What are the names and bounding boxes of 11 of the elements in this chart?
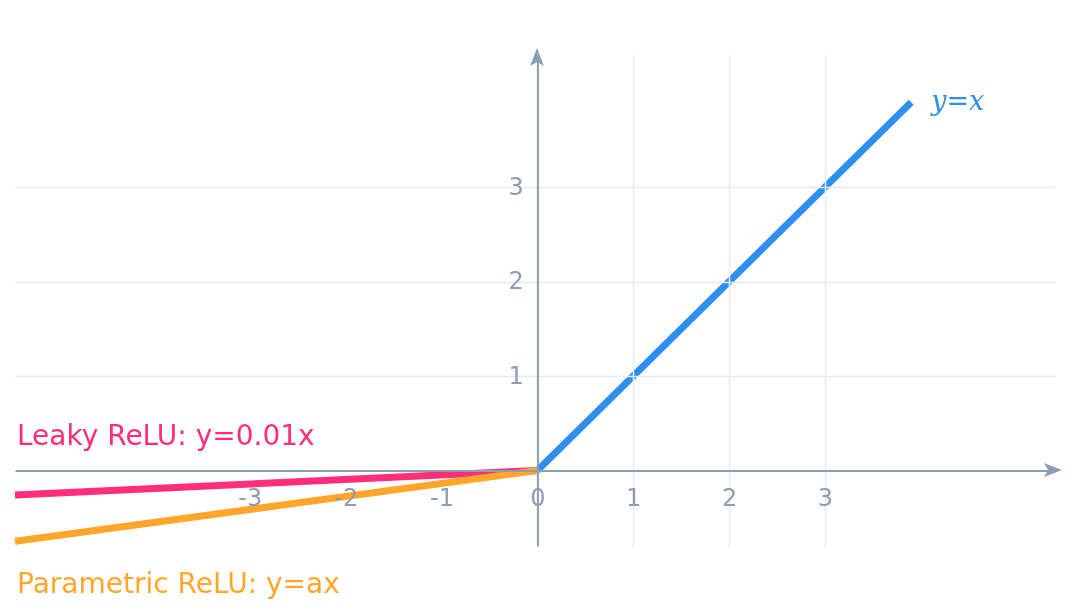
x-tick-label: -3 — [238, 483, 263, 512]
y-tick-label: 2 — [508, 267, 524, 296]
series-label: Leaky ReLU: y=0.01x — [17, 419, 315, 453]
x-tick-label: 1 — [626, 483, 642, 512]
x-tick-label: -1 — [430, 483, 455, 512]
series-label: y=x — [930, 85, 985, 117]
y-tick-label: 3 — [508, 172, 524, 201]
series-label: Parametric ReLU: y=ax — [17, 567, 340, 601]
x-tick-label: 2 — [721, 483, 738, 512]
x-tick-label: 3 — [817, 483, 834, 512]
y-tick-label: 1 — [508, 361, 524, 390]
